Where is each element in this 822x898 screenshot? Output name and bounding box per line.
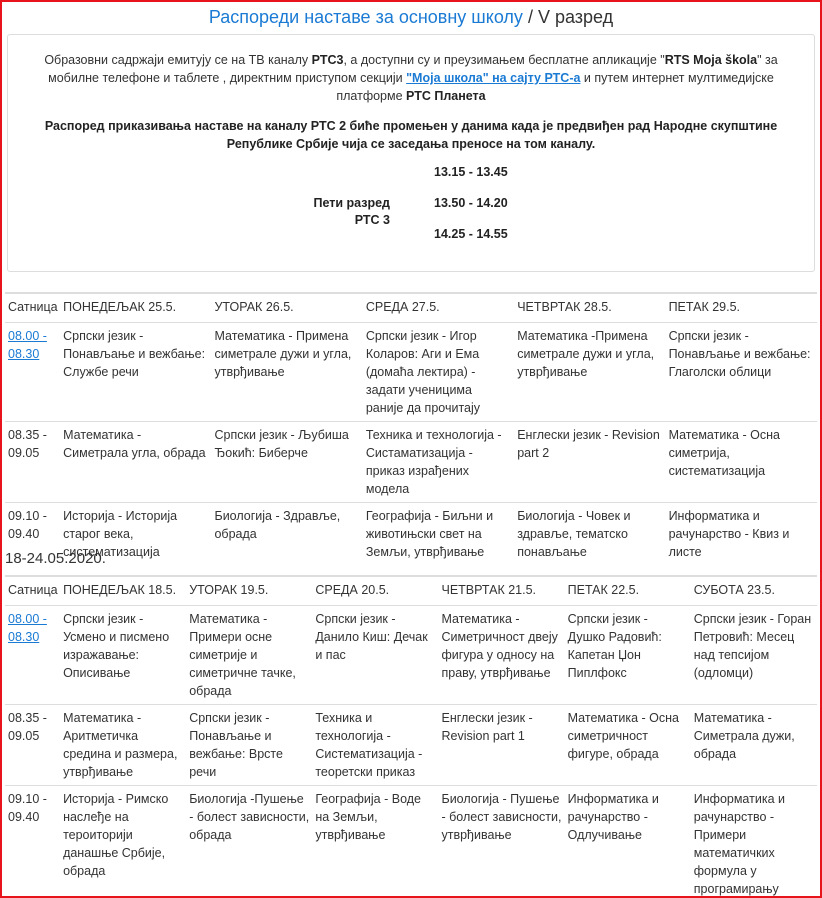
lesson-cell: Биологија - Здравље, обрада (211, 502, 363, 565)
column-header: ПОНЕДЕЉАК 18.5. (60, 575, 187, 606)
lesson-cell: Историја - Историја старог века, система… (60, 502, 212, 565)
column-header: СУБОТА 23.5. (690, 575, 817, 606)
lesson-cell: Математика - Примена симетрале дужи и уг… (211, 322, 363, 422)
time-cell: 09.10 - 09.40 (5, 502, 61, 565)
info-text: Образовни садржаји емитују се на ТВ кана… (44, 53, 778, 103)
lesson-cell: Биологија - Пушење - болест зависности, … (438, 785, 565, 898)
column-header: УТОРАК 26.5. (211, 292, 363, 323)
column-header: Сатница (5, 292, 61, 323)
table-row: 08.35 - 09.05 Математика - Аритметичка ср… (5, 704, 817, 786)
lesson-cell: Српски језик - Игор Коларов: Аги и Ема (… (362, 322, 515, 422)
time-cell: 08.00 - 08.30 (5, 605, 61, 705)
lesson-cell: Географија - Биљни и животињски свет на … (362, 502, 515, 565)
broadcast-slots: Пети разред РТС 3 13.15 - 13.45 13.50 - 1… (8, 163, 814, 263)
grade-channel: Пети разред РТС 3 (313, 196, 390, 227)
table-row: 08.00 - 08.30 Српски језик - Понављање и … (5, 322, 817, 422)
schedule-table-week1: Сатница ПОНЕДЕЉАК 25.5. УТОРАК 26.5. СРЕДА … (5, 292, 817, 565)
column-header: СРЕДА 20.5. (312, 575, 439, 606)
time-slot: 14.25 - 14.55 (434, 227, 508, 241)
column-header: ПЕТАК 29.5. (665, 292, 817, 323)
lesson-cell: Математика - Симетрала угла, обрада (60, 421, 212, 503)
lesson-cell: Српски језик - Душко Радовић: Капетан Џо… (564, 605, 691, 705)
lesson-cell: Српски језик - Усмено и писмено изражава… (60, 605, 187, 705)
column-header: СРЕДА 27.5. (362, 292, 515, 323)
column-header: ПЕТАК 22.5. (564, 575, 691, 606)
lesson-cell: Географија - Воде на Земљи, утврђивање (312, 785, 439, 898)
time-cell: 08.00 - 08.30 (5, 322, 61, 422)
lesson-cell: Енглески језик - Revision part 1 (438, 704, 565, 786)
time-link[interactable]: 08.00 - 08.30 (8, 612, 47, 644)
lesson-cell: Српски језик - Данило Киш: Дечак и пас (312, 605, 439, 705)
lesson-cell: Српски језик - Горан Петровић: Месец над… (690, 605, 817, 705)
lesson-cell: Математика - Осна симетричност фигуре, о… (564, 704, 691, 786)
lesson-cell: Математика - Аритметичка средина и разме… (60, 704, 187, 786)
lesson-cell: Српски језик - Понављање и вежбање: Врст… (186, 704, 313, 786)
column-header: ПОНЕДЕЉАК 25.5. (60, 292, 212, 323)
lesson-cell: Техника и технологија - Систаматизација … (362, 421, 515, 503)
time-cell: 08.35 - 09.05 (5, 704, 61, 786)
lesson-cell: Енглески језик - Revision part 2 (514, 421, 666, 503)
table-row: 09.10 - 09.40 Историја - Историја старог … (5, 502, 817, 565)
time-slots: 13.15 - 13.45 13.50 - 14.20 14.25 - 14.5… (434, 163, 508, 256)
lesson-cell: Информатика и рачунарство - Квиз и листе (665, 502, 817, 565)
table-row: 09.10 - 09.40 Историја - Римско наслеђе н… (5, 785, 817, 898)
lesson-cell: Српски језик - Понављање и вежбање: Глаг… (665, 322, 817, 422)
week2-label: 18-24.05.2020. (5, 550, 106, 567)
lesson-cell: Српски језик - Љубиша Ђокић: Биберче (211, 421, 363, 503)
lesson-cell: Математика - Симетричност двеју фигура у… (438, 605, 565, 705)
lesson-cell: Историја - Римско наслеђе на тероиторији… (60, 785, 187, 898)
info-panel: Образовни садржаји емитују се на ТВ кана… (7, 34, 815, 272)
column-header: УТОРАК 19.5. (186, 575, 313, 606)
time-cell: 08.35 - 09.05 (5, 421, 61, 503)
time-slot: 13.15 - 13.45 (434, 165, 508, 179)
table-header-row: Сатница ПОНЕДЕЉАК 25.5. УТОРАК 26.5. СРЕДА … (5, 292, 817, 323)
lesson-cell: Техника и технологија - Систематизација … (312, 704, 439, 786)
title-grade: / V разред (522, 7, 614, 27)
lesson-cell: Математика - Примери осне симетрије и си… (186, 605, 313, 705)
column-header: Сатница (5, 575, 61, 606)
column-header: ЧЕТВРТАК 21.5. (438, 575, 565, 606)
column-header: ЧЕТВРТАК 28.5. (514, 292, 666, 323)
lesson-cell: Математика -Примена симетрале дужи и угл… (514, 322, 666, 422)
lesson-cell: Српски језик - Понављање и вежбање: Служ… (60, 322, 212, 422)
lesson-cell: Математика - Симетрала дужи, обрада (690, 704, 817, 786)
table-header-row: Сатница ПОНЕДЕЉАК 18.5. УТОРАК 19.5. СРЕДА … (5, 575, 817, 606)
time-slot: 13.50 - 14.20 (434, 196, 508, 210)
time-link[interactable]: 08.00 - 08.30 (8, 329, 47, 361)
schedule-table-week2: Сатница ПОНЕДЕЉАК 18.5. УТОРАК 19.5. СРЕДА … (5, 575, 817, 898)
moja-skola-link[interactable]: "Моја школа" на сајту РТС-а (406, 71, 581, 85)
table-row: 08.35 - 09.05 Математика - Симетрала угла… (5, 421, 817, 503)
lesson-cell: Биологија -Пушење - болест зависности, о… (186, 785, 313, 898)
notice-text: Распоред приказивања наставе на каналу Р… (44, 119, 778, 151)
lesson-cell: Информатика и рачунарство - Одлучивање (564, 785, 691, 898)
table-row: 08.00 - 08.30 Српски језик - Усмено и пис… (5, 605, 817, 705)
lesson-cell: Информатика и рачунарство - Примери мате… (690, 785, 817, 898)
lesson-cell: Математика - Осна симетрија, систематиза… (665, 421, 817, 503)
page-title: Распореди наставе за основну школу / V р… (2, 7, 820, 33)
time-cell: 09.10 - 09.40 (5, 785, 61, 898)
schedules-link[interactable]: Распореди наставе за основну школу (208, 7, 523, 27)
lesson-cell: Биологија - Човек и здравље, тематско по… (514, 502, 666, 565)
